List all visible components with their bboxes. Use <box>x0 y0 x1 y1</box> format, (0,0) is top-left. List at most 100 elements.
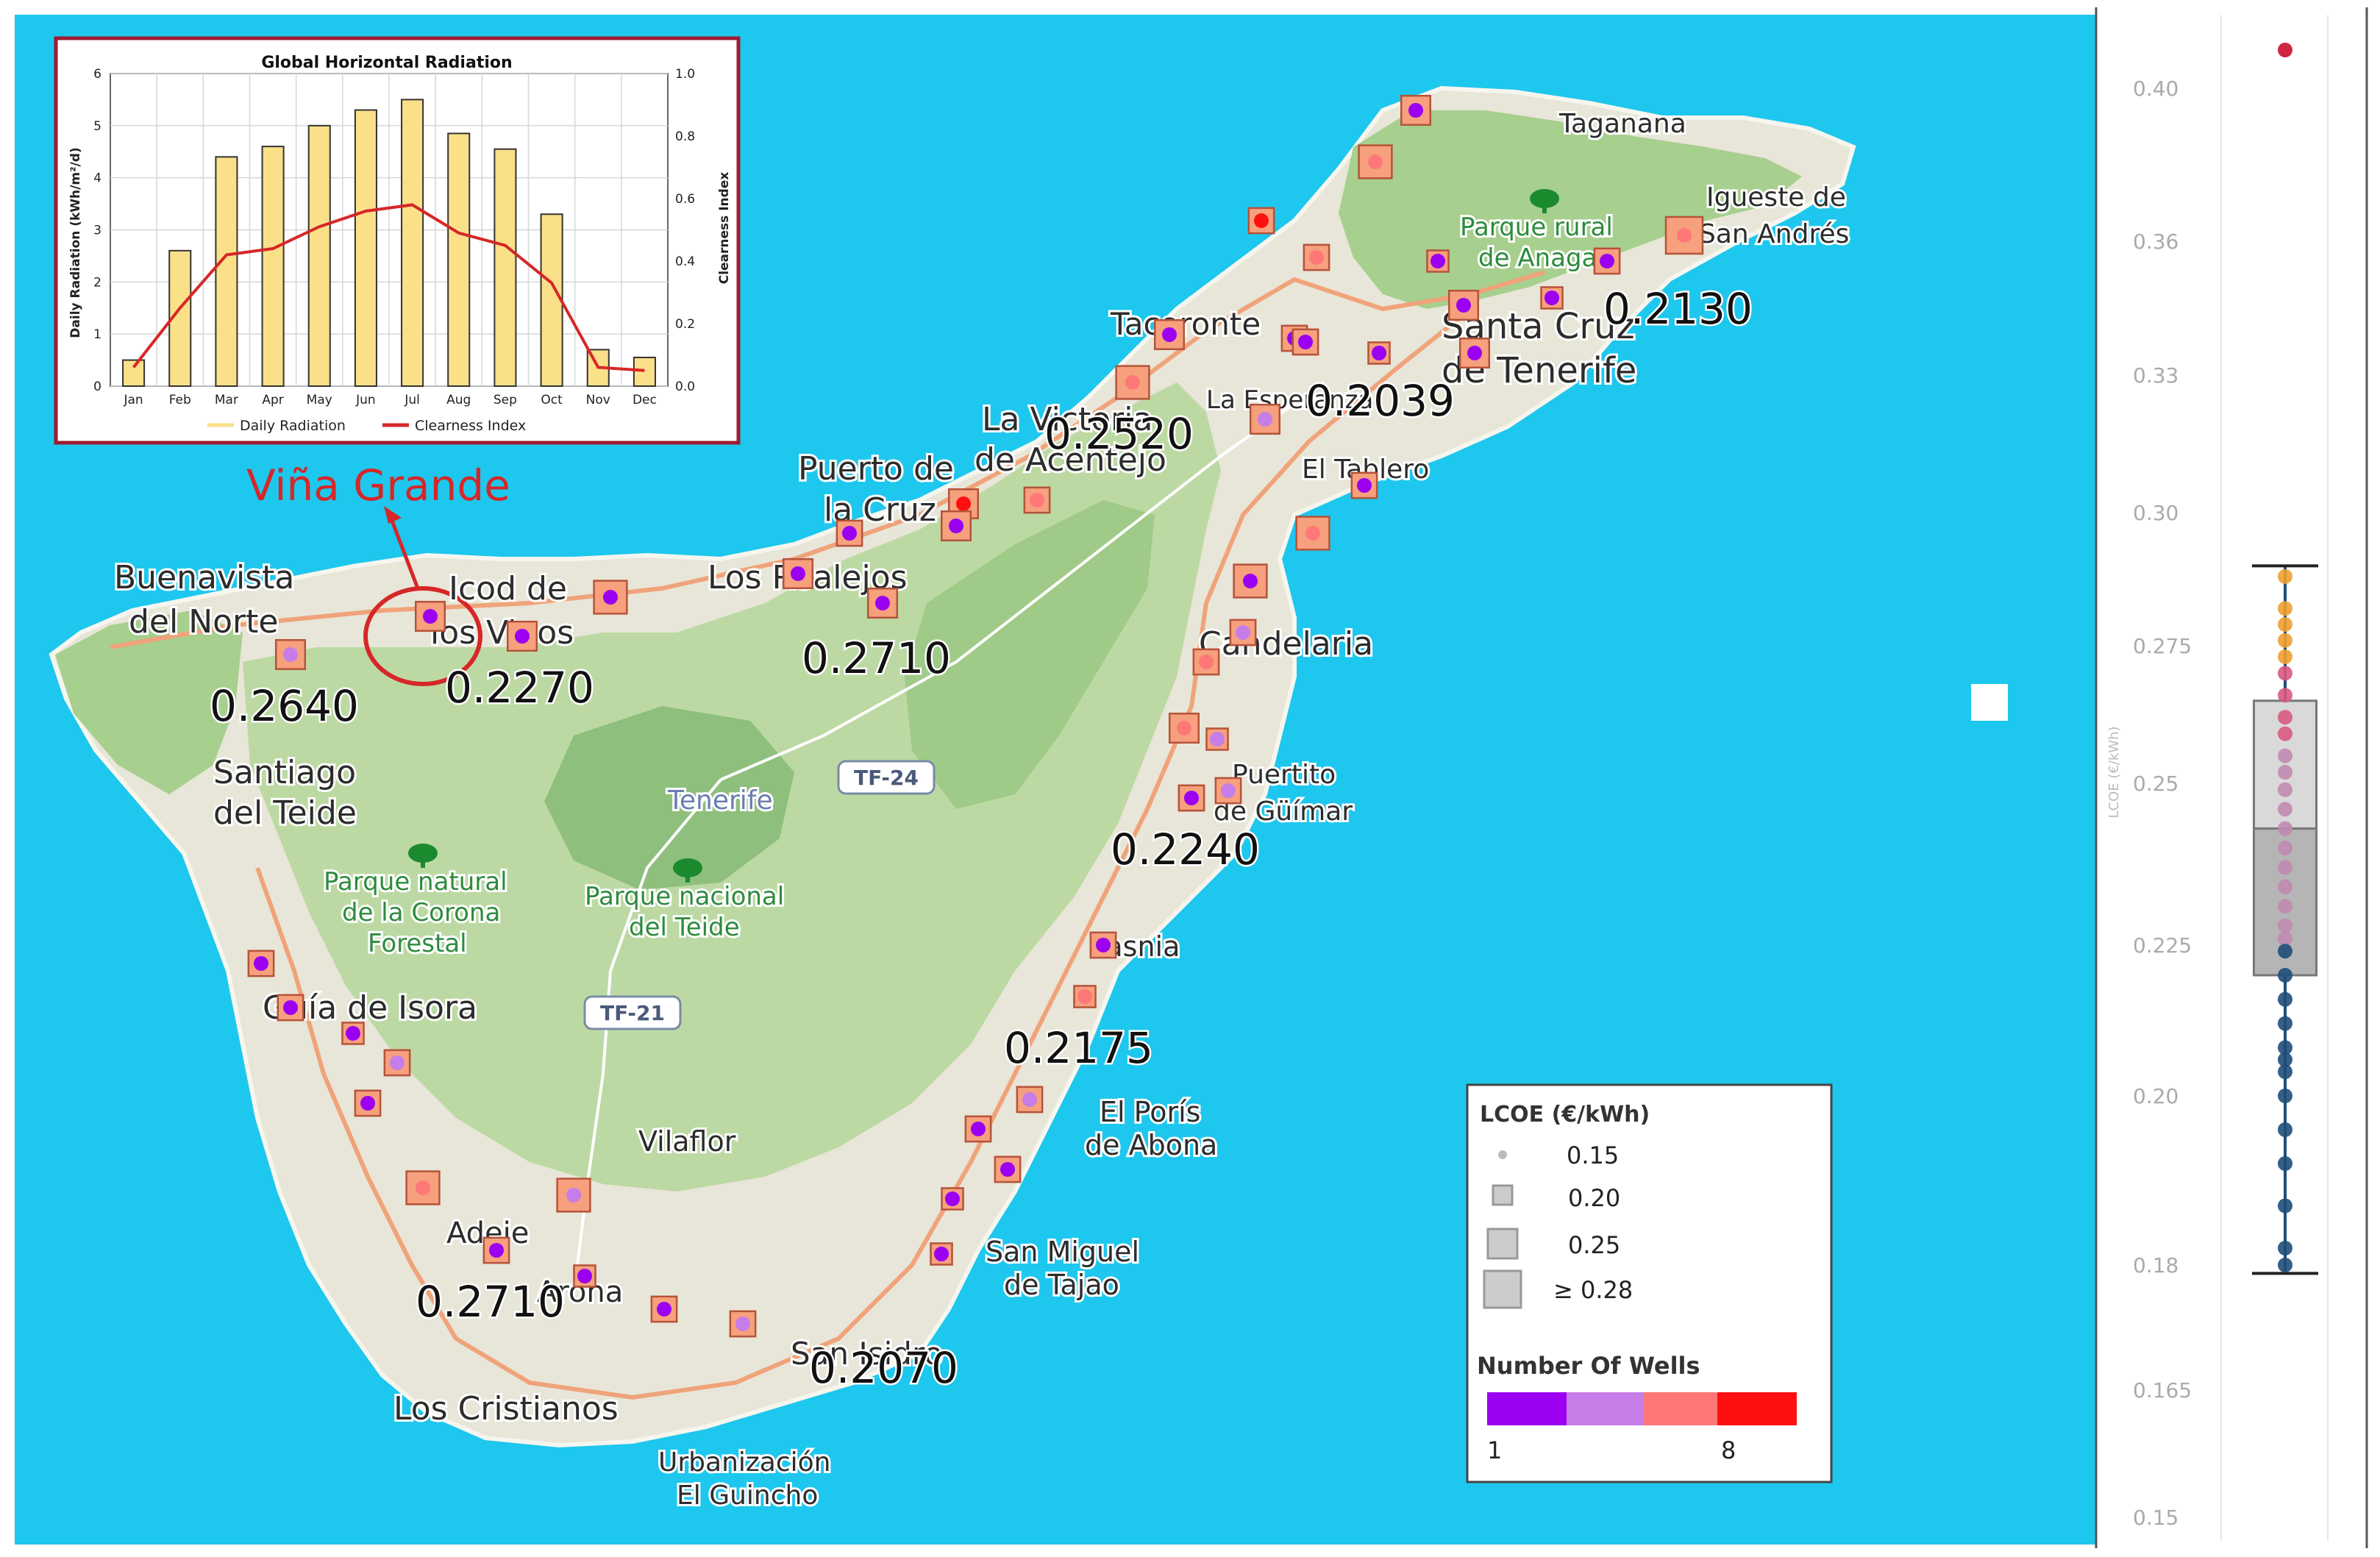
boxplot-point <box>2278 879 2292 894</box>
well-count-dot <box>956 496 971 511</box>
well-count-dot <box>1309 250 1324 265</box>
boxplot-point <box>2278 860 2292 875</box>
boxplot-point <box>2278 841 2292 855</box>
well-count-dot <box>735 1316 750 1331</box>
well-count-dot <box>1199 655 1214 669</box>
inset-xtick-label: Mar <box>215 393 238 407</box>
place-label: Forestal <box>368 929 467 958</box>
inset-ytick-label: 6 <box>93 67 101 82</box>
well-marker <box>1153 318 1186 351</box>
legend-size-label: 0.25 <box>1568 1231 1620 1259</box>
inset-bar <box>261 146 285 388</box>
well-count-dot <box>1254 213 1269 228</box>
place-label: El Guincho <box>677 1481 818 1511</box>
place-label: de Acentejo <box>975 441 1166 479</box>
inset-ytick-label: 0 <box>93 380 101 394</box>
boxplot-ytick-label: 0.165 <box>2133 1378 2192 1403</box>
inset-xtick-label: Feb <box>169 393 191 407</box>
place-label: de Abona <box>1085 1129 1217 1161</box>
well-count-dot <box>949 519 963 533</box>
inset-ytick-label: 1 <box>93 327 101 342</box>
place-label: de Güímar <box>1214 797 1353 827</box>
road-shields: TF-24 TF-21 <box>583 760 936 1030</box>
boxplot-point <box>2278 1064 2292 1080</box>
inset-ytick-label: 2 <box>93 275 101 290</box>
inset-y2tick-label: 0.0 <box>675 380 695 394</box>
road-north <box>110 270 1545 649</box>
legend-size-label: ≥ 0.28 <box>1553 1276 1633 1304</box>
inset-ylabel: Daily Radiation (kWh/m²/d) <box>68 147 83 338</box>
inset-xtick-label: Jul <box>404 393 420 407</box>
boxplot-point <box>2278 1040 2292 1055</box>
well-count-dot <box>934 1247 949 1261</box>
well-marker <box>1247 207 1275 235</box>
legend-label-radiation: Daily Radiation <box>240 418 346 434</box>
inset-bar <box>401 99 424 388</box>
well-count-dot <box>283 647 298 662</box>
road-south <box>255 307 1472 1400</box>
inset-ytick-label: 5 <box>93 119 101 134</box>
boxplot-point <box>2278 1156 2292 1171</box>
road-shield <box>583 995 682 1030</box>
well-count-dot <box>791 566 805 581</box>
place-label: Igueste de <box>1706 182 1846 213</box>
lcoe-value-label: 0.2520 <box>1044 409 1194 459</box>
place-label: los Vinos <box>430 614 574 652</box>
place-label: Urbanización <box>658 1447 830 1478</box>
boxplot-point <box>2278 1052 2292 1067</box>
legend-color-title: Number Of Wells <box>1477 1352 1700 1380</box>
boxplot-ytick-label: 0.18 <box>2133 1253 2178 1278</box>
place-label: San Isidro <box>791 1336 943 1372</box>
lcoe-value-label: 0.2039 <box>1305 376 1455 426</box>
place-label: Santiago <box>213 754 356 791</box>
vina-grande-label: Viña Grande <box>246 460 510 510</box>
tree-icon <box>1530 189 1559 213</box>
well-count-dot <box>1184 791 1199 805</box>
well-marker <box>1249 403 1281 435</box>
boxplot-ytick-label: 0.225 <box>2133 933 2192 958</box>
inset-bar <box>633 357 656 387</box>
place-label: El Porís <box>1100 1096 1200 1128</box>
place-label: Vilaflor <box>638 1125 736 1158</box>
inset-title: Global Horizontal Radiation <box>261 54 512 72</box>
well-count-dot <box>1305 526 1320 541</box>
inset-clearness-line <box>132 203 645 372</box>
legend-size-symbol <box>1486 1228 1519 1260</box>
central-ridge <box>905 500 1155 809</box>
boxplot-point <box>2278 1122 2292 1137</box>
place-label: Parque natural <box>324 867 507 897</box>
well-count-dot <box>1077 989 1092 1004</box>
well-count-dot <box>1677 228 1692 243</box>
place-label: Tacoronte <box>1110 306 1261 342</box>
well-count-dot <box>577 1269 592 1283</box>
boxplot-point <box>2278 633 2292 648</box>
place-label: Tenerife <box>667 785 773 816</box>
lcoe-value-label: 0.2070 <box>809 1343 958 1393</box>
well-count-dot <box>1357 478 1372 493</box>
well-count-dot <box>515 629 530 644</box>
inset-xtick-label: May <box>307 393 332 407</box>
place-label: Puertito <box>1232 760 1336 790</box>
well-count-dot <box>1467 346 1482 360</box>
well-count-dot <box>1236 625 1250 640</box>
legend-size-symbol <box>1492 1184 1514 1206</box>
lcoe-value-label: 0.2175 <box>1004 1023 1153 1073</box>
place-label: La Esperanza <box>1206 385 1373 415</box>
lcoe-value-label: 0.2130 <box>1603 284 1753 334</box>
boxplot-point <box>2278 649 2292 664</box>
boxplot-ytick-label: 0.30 <box>2133 501 2178 525</box>
legend-color-min: 1 <box>1487 1436 1502 1464</box>
boxplot-point <box>2278 666 2292 681</box>
boxplot-ytick-label: 0.20 <box>2133 1084 2178 1108</box>
well-count-dot <box>1456 298 1471 313</box>
place-label: San Miguel <box>986 1236 1139 1268</box>
tree-icon <box>673 858 702 883</box>
boxplot-ytick-label: 0.40 <box>2133 76 2178 101</box>
map-marker-square <box>1971 684 2008 721</box>
legend-label-clearness: Clearness Index <box>415 418 526 434</box>
well-marker <box>866 587 899 619</box>
boxplot-point <box>2278 765 2292 780</box>
well-count-dot <box>1210 732 1225 747</box>
road-shield-label: TF-24 <box>854 766 919 790</box>
